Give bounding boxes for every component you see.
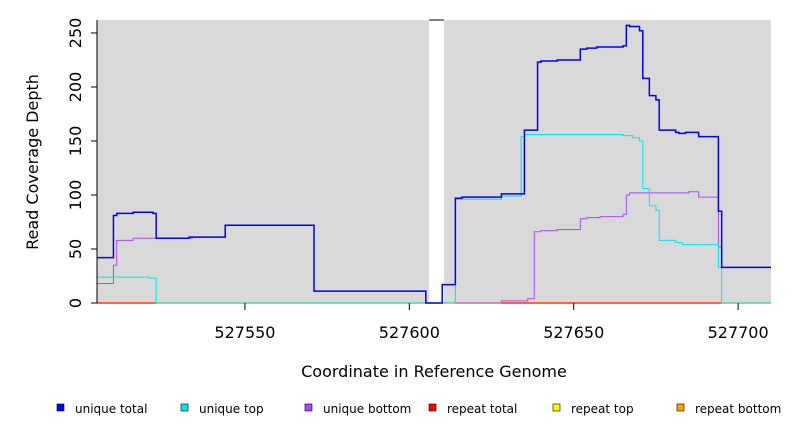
legend-label: unique total bbox=[75, 402, 147, 416]
gap-region bbox=[429, 20, 444, 304]
legend-label: repeat top bbox=[571, 402, 634, 416]
y-tick-label: 150 bbox=[66, 126, 85, 157]
legend-swatch bbox=[304, 403, 313, 412]
legend-label: repeat bottom bbox=[695, 402, 781, 416]
legend-swatch bbox=[552, 403, 561, 412]
legend-swatch bbox=[180, 403, 189, 412]
y-tick-label: 100 bbox=[66, 180, 85, 211]
legend-label: repeat total bbox=[447, 402, 517, 416]
y-tick-label: 50 bbox=[66, 239, 85, 259]
legend-label: unique top bbox=[199, 402, 264, 416]
x-tick-label: 527650 bbox=[543, 323, 604, 342]
x-tick-label: 527600 bbox=[379, 323, 440, 342]
x-tick-label: 527550 bbox=[214, 323, 275, 342]
series-line-unique-top bbox=[97, 134, 771, 304]
x-tick-label: 527700 bbox=[708, 323, 769, 342]
legend-label: unique bottom bbox=[323, 402, 411, 416]
series-line-unique-total bbox=[97, 24, 771, 304]
legend-swatch bbox=[676, 403, 685, 412]
legend-swatch bbox=[428, 403, 437, 412]
legend-swatch bbox=[56, 403, 65, 412]
y-axis-title: Read Coverage Depth bbox=[23, 74, 42, 250]
y-tick-label: 250 bbox=[66, 18, 85, 49]
legend: unique total unique top unique bottom repea… bbox=[56, 402, 781, 416]
y-tick-label: 200 bbox=[66, 72, 85, 103]
x-axis-title: Coordinate in Reference Genome bbox=[301, 362, 567, 381]
plot-area bbox=[97, 19, 771, 304]
axes: 0 50 100 150 200 250 527550 527600 527650 527700 bbox=[66, 18, 769, 342]
y-tick-label: 0 bbox=[66, 298, 85, 308]
